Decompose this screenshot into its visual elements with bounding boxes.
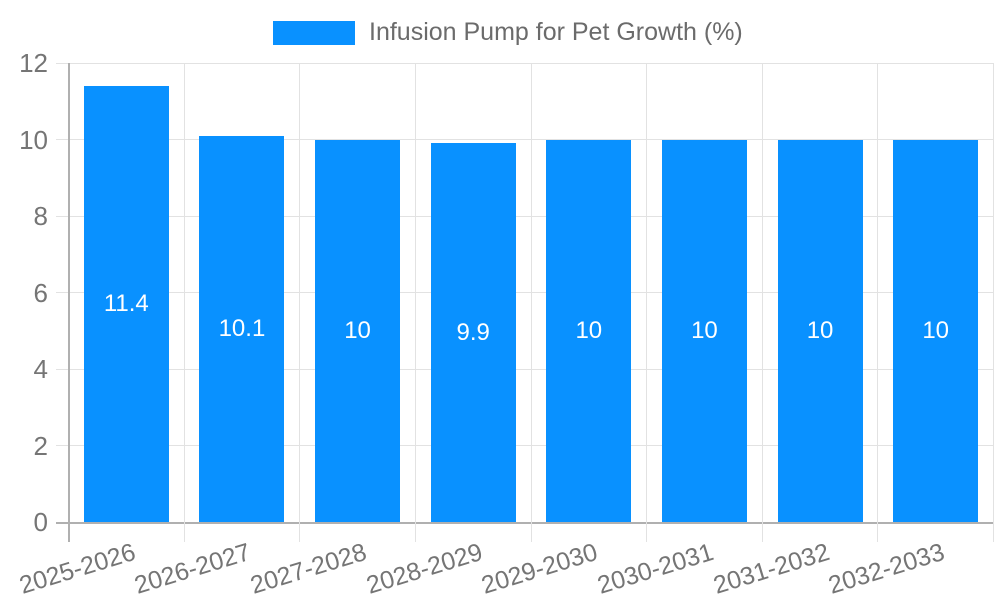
bar: 10 [777, 139, 863, 522]
category-boundary-line [183, 63, 185, 542]
x-tick-label: 2032-2033 [825, 538, 948, 600]
category-boundary-line [414, 63, 416, 542]
y-gridline [55, 292, 994, 293]
bar: 10.1 [199, 135, 285, 522]
category-boundary-line [530, 63, 532, 542]
x-tick-label: 2028-2029 [362, 538, 486, 600]
bar-value-label: 10 [344, 316, 371, 344]
category-boundary-line [299, 63, 301, 542]
y-tick-label: 4 [33, 354, 48, 384]
category-boundary-line [646, 63, 648, 542]
y-tick-label: 2 [33, 430, 48, 461]
y-tick-label: 0 [33, 507, 48, 537]
x-axis-line [55, 521, 994, 524]
x-tick-label: 2025-2026 [15, 538, 139, 600]
y-gridline [55, 368, 994, 370]
x-tick-label: 2029-2030 [478, 538, 601, 600]
category-boundary-line [761, 63, 763, 542]
y-axis-line [67, 63, 70, 542]
legend-label: Infusion Pump for Pet Growth (%) [369, 18, 743, 46]
bar: 11.4 [83, 85, 169, 522]
y-gridline [55, 62, 994, 64]
bar-value-label: 11.4 [103, 289, 149, 317]
y-tick-label: 8 [33, 201, 48, 231]
bar-value-label: 9.9 [456, 318, 490, 346]
bar-value-label: 10 [806, 316, 834, 344]
x-tick-label: 2026-2027 [131, 538, 255, 600]
x-tick-label: 2031-2032 [709, 538, 833, 600]
y-gridline [55, 139, 994, 140]
y-gridline [55, 445, 994, 446]
bar: 10 [315, 139, 401, 522]
bar: 10 [893, 139, 979, 522]
y-tick-label: 6 [33, 277, 48, 308]
chart-legend: Infusion Pump for Pet Growth (%) [273, 18, 743, 47]
bar-value-label: 10 [575, 316, 603, 344]
x-tick-label: 2027-2028 [247, 538, 370, 600]
bar: 9.9 [430, 143, 516, 522]
y-tick-label: 12 [19, 48, 48, 78]
bar: 10 [546, 139, 632, 522]
bar: 10 [661, 139, 747, 522]
bar-value-label: 10 [922, 316, 950, 344]
y-gridline [55, 215, 994, 217]
x-tick-label: 2030-2031 [594, 538, 717, 600]
legend-swatch [273, 20, 355, 45]
category-boundary-line [993, 63, 994, 542]
category-boundary-line [877, 63, 879, 542]
bar-value-label: 10 [691, 316, 718, 344]
y-tick-label: 10 [19, 124, 48, 155]
bar-value-label: 10.1 [218, 314, 266, 342]
